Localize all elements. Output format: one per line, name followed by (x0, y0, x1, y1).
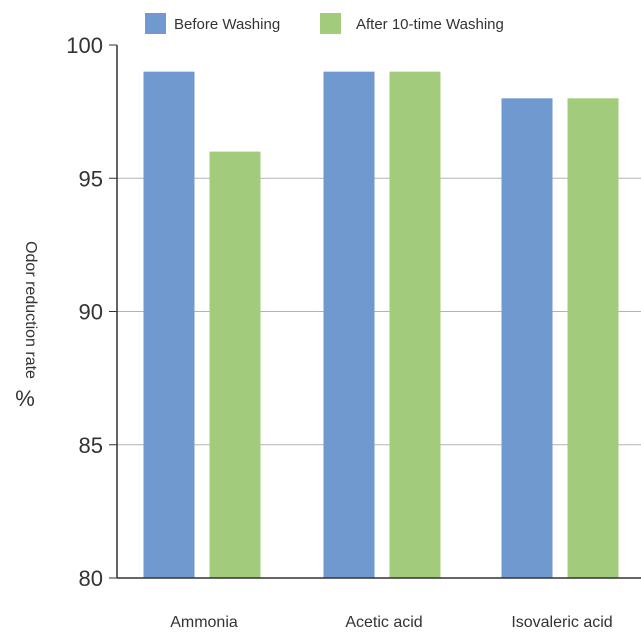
bars (143, 71, 619, 579)
legend: Before Washing After 10-time Washing (145, 13, 504, 34)
y-tick-label-100: 100 (66, 33, 103, 58)
gridlines (109, 44, 641, 579)
bar-acetic-acid-series-1 (323, 71, 375, 579)
y-tick-label-85: 85 (79, 433, 103, 458)
y-axis-label: Odor reduction rate (22, 241, 39, 379)
legend-swatch-before-washing (145, 13, 166, 34)
bar-ammonia-series-1 (143, 71, 195, 579)
y-tick-label-80: 80 (79, 566, 103, 591)
y-tick-label-95: 95 (79, 166, 103, 191)
bar-ammonia-series-2 (209, 151, 261, 578)
y-tick-labels: 80 85 90 95 100 (66, 33, 103, 591)
bar-isovaleric-acid-series-1 (501, 98, 553, 579)
bar-acetic-acid-series-2 (389, 71, 441, 579)
legend-label-before-washing: Before Washing (174, 16, 280, 33)
x-category-label-acetic-acid: Acetic acid (345, 614, 422, 631)
x-category-labels: Ammonia Acetic acid Isovaleric acid (170, 614, 612, 631)
x-category-label-isovaleric-acid: Isovaleric acid (511, 614, 612, 631)
y-axis-title: Odor reduction rate % (15, 241, 39, 411)
x-category-label-ammonia: Ammonia (170, 614, 238, 631)
axes (116, 45, 641, 579)
bar-isovaleric-acid-series-2 (567, 98, 619, 579)
y-axis-unit: % (15, 386, 35, 411)
legend-swatch-after-washing (320, 13, 341, 34)
y-tick-label-90: 90 (79, 300, 103, 325)
legend-label-after-washing: After 10-time Washing (356, 16, 504, 33)
